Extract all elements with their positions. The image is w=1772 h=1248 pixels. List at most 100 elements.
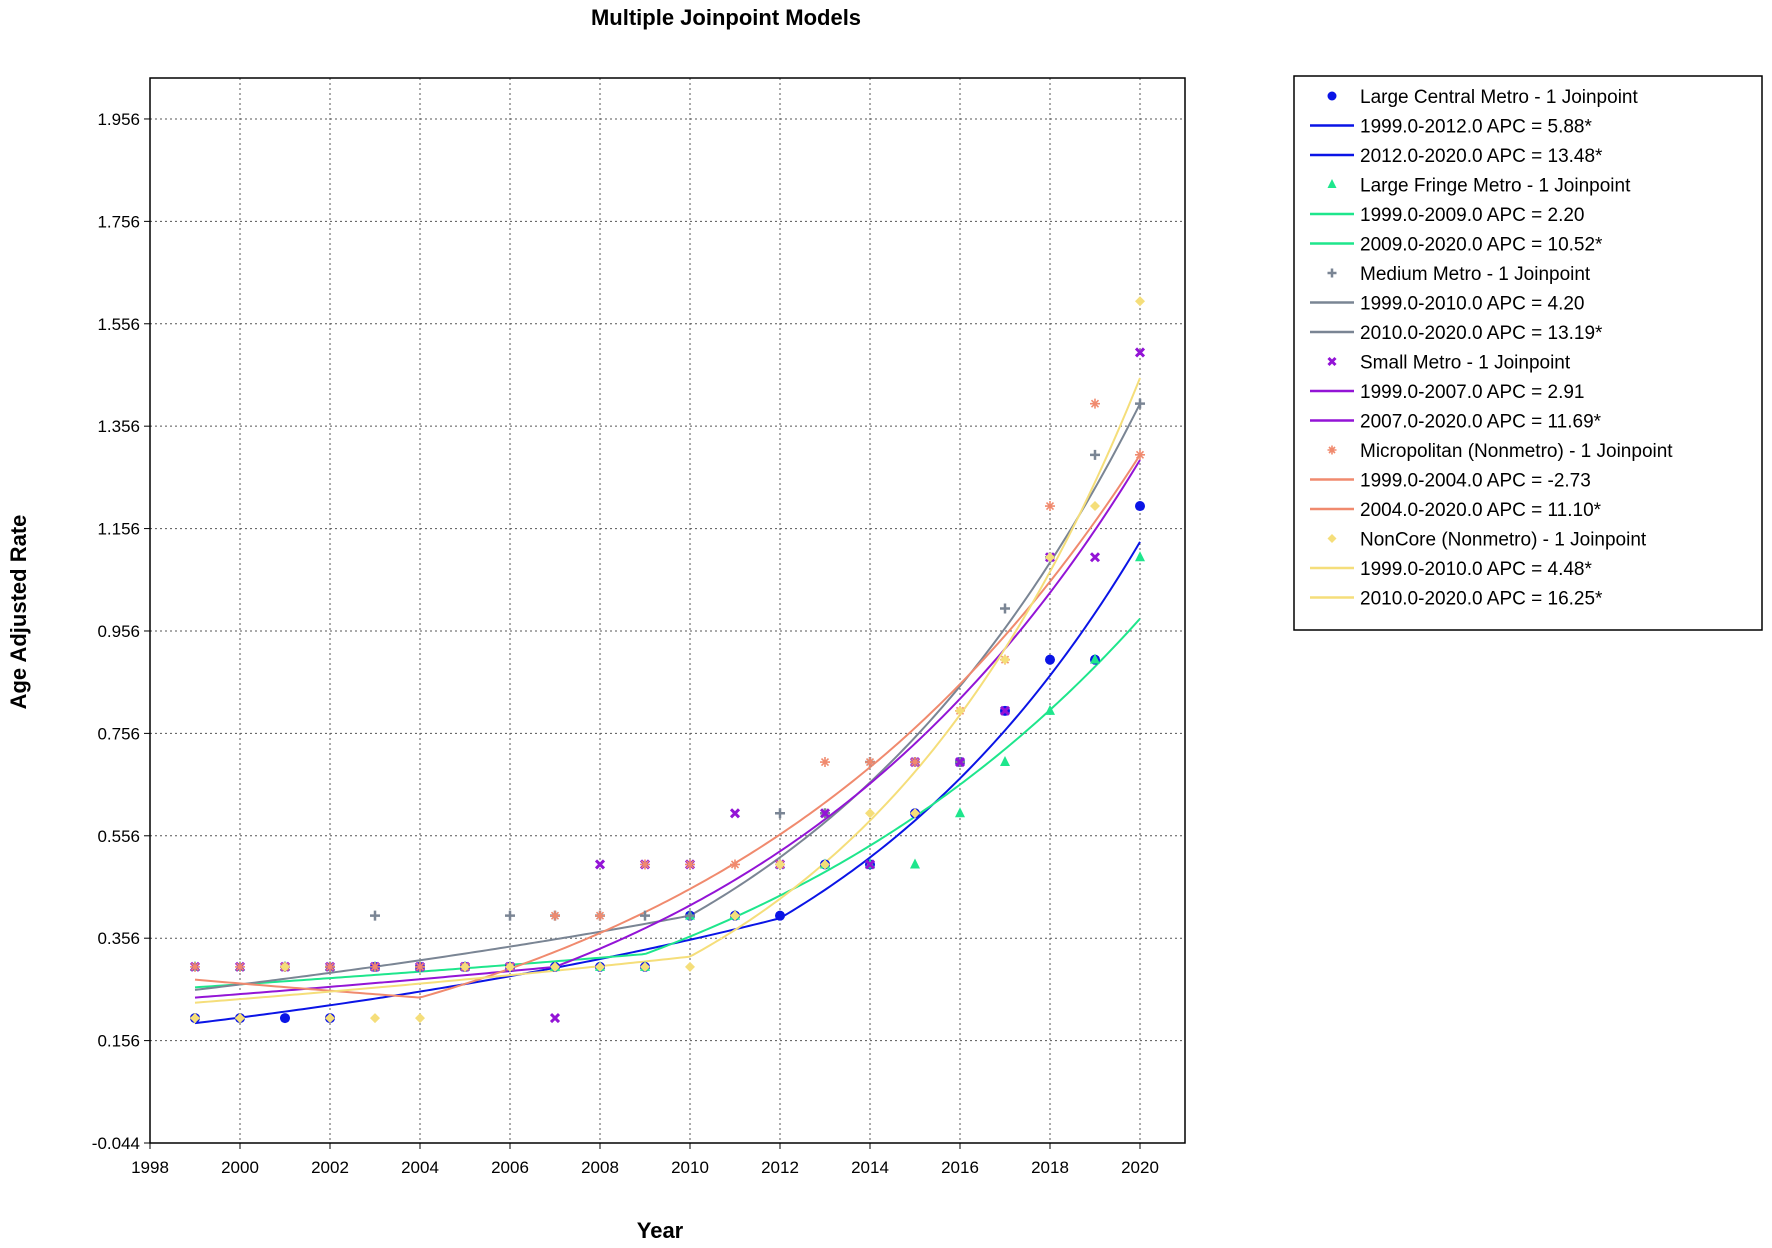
data-point-3 (729, 808, 741, 819)
x-tick-label: 1998 (131, 1158, 169, 1177)
data-point-2 (640, 910, 650, 921)
x-tick-label: 2004 (401, 1158, 439, 1177)
legend-series-label: Medium Metro - 1 Joinpoint (1360, 264, 1591, 285)
data-point-1 (1045, 704, 1055, 715)
legend-segment-label: 2009.0-2020.0 APC = 10.52* (1360, 235, 1603, 256)
legend-segment-label: 2004.0-2020.0 APC = 11.10* (1360, 500, 1602, 521)
fit-line-5 (194, 377, 1141, 1004)
y-tick-label: 0.356 (97, 929, 140, 948)
data-point-1 (955, 807, 965, 818)
data-point-1 (910, 858, 920, 869)
data-point-3 (549, 1013, 561, 1024)
data-point-4 (820, 757, 830, 768)
legend-box (1293, 75, 1763, 631)
data-point-5 (955, 705, 965, 716)
data-point-3 (864, 859, 876, 870)
data-point-4 (415, 961, 425, 972)
y-tick-label: 1.356 (97, 417, 140, 436)
fit-line-1 (194, 618, 1141, 989)
legend-segment-label: 1999.0-2012.0 APC = 5.88* (1360, 117, 1592, 138)
y-tick-label: 1.956 (97, 110, 140, 129)
data-point-1 (1090, 653, 1100, 664)
legend-segment-label: 2010.0-2020.0 APC = 13.19* (1360, 323, 1603, 344)
x-tick-label: 2000 (221, 1158, 259, 1177)
legend-segment-label: 1999.0-2007.0 APC = 2.91 (1360, 382, 1584, 403)
data-point-4 (730, 859, 740, 870)
fit-line-4 (194, 454, 1141, 999)
legend-marker-4 (1327, 445, 1337, 455)
data-point-2 (1135, 398, 1145, 409)
data-point-5 (640, 961, 650, 972)
legend-segment-label: 1999.0-2004.0 APC = -2.73 (1360, 471, 1591, 492)
data-point-5 (685, 961, 695, 972)
data-point-0 (1045, 654, 1055, 665)
legend-marker-0 (1327, 91, 1337, 101)
data-point-3 (594, 859, 606, 870)
data-point-4 (235, 961, 245, 972)
x-axis-title: Year (637, 1218, 684, 1243)
legend-marker-2 (1327, 268, 1337, 278)
legend-segment-label: 2010.0-2020.0 APC = 16.25* (1360, 589, 1603, 610)
x-tick-label: 2012 (761, 1158, 799, 1177)
data-point-2 (775, 808, 785, 819)
legend-segment-label: 2012.0-2020.0 APC = 13.48* (1360, 146, 1603, 167)
fit-line-0 (194, 541, 1141, 1025)
data-point-5 (1090, 501, 1100, 512)
legend-marker-3 (1327, 356, 1337, 367)
legend-series-label: Large Central Metro - 1 Joinpoint (1360, 87, 1638, 108)
legend-series-label: Small Metro - 1 Joinpoint (1360, 353, 1571, 374)
legend-series-label: NonCore (Nonmetro) - 1 Joinpoint (1360, 530, 1647, 551)
data-point-4 (865, 757, 875, 768)
data-point-4 (190, 961, 200, 972)
data-point-5 (730, 910, 740, 921)
data-point-5 (550, 961, 560, 972)
data-point-5 (820, 859, 830, 870)
x-tick-label: 2020 (1121, 1158, 1159, 1177)
data-point-4 (370, 961, 380, 972)
data-point-0 (775, 910, 785, 921)
data-point-4 (640, 859, 650, 870)
x-tick-label: 2016 (941, 1158, 979, 1177)
x-tick-label: 2010 (671, 1158, 709, 1177)
data-point-5 (1000, 654, 1010, 665)
data-point-4 (595, 910, 605, 921)
data-point-2 (370, 910, 380, 921)
data-point-3 (1134, 347, 1146, 358)
data-points (189, 296, 1146, 1024)
data-point-4 (685, 859, 695, 870)
data-point-1 (1135, 551, 1145, 562)
data-point-5 (415, 1013, 425, 1024)
data-point-5 (775, 859, 785, 870)
data-point-1 (1000, 756, 1010, 767)
y-tick-label: 0.556 (97, 827, 140, 846)
data-point-5 (280, 961, 290, 972)
data-point-0 (1135, 501, 1145, 512)
data-point-0 (280, 1013, 290, 1024)
y-tick-label: 1.156 (97, 520, 140, 539)
chart-title: Multiple Joinpoint Models (591, 5, 861, 30)
axes: 1998 2000 2002 2004 2006 2008 2010 2012 2014 2016… (92, 77, 1186, 1177)
data-point-3 (954, 756, 966, 768)
x-tick-label: 2002 (311, 1158, 349, 1177)
data-point-5 (460, 961, 470, 972)
data-point-5 (910, 808, 920, 819)
data-point-2 (1090, 449, 1100, 460)
data-point-5 (505, 961, 515, 972)
legend-segment-label: 1999.0-2009.0 APC = 2.20 (1360, 205, 1584, 226)
fit-line-3 (194, 459, 1141, 999)
grid-lines (150, 78, 1185, 1143)
fit-line-2 (194, 403, 1141, 991)
data-point-5 (325, 1013, 335, 1024)
y-tick-label: 0.156 (97, 1032, 140, 1051)
data-point-5 (865, 808, 875, 819)
y-tick-label: -0.044 (92, 1134, 140, 1153)
legend-marker-5 (1327, 534, 1337, 543)
data-point-5 (595, 961, 605, 972)
data-point-5 (235, 1013, 245, 1024)
legend: Large Central Metro - 1 Joinpoint 1999.0-… (1293, 75, 1763, 631)
legend-series-label: Large Fringe Metro - 1 Joinpoint (1360, 176, 1631, 197)
data-point-4 (1090, 398, 1100, 409)
legend-segment-label: 1999.0-2010.0 APC = 4.20 (1360, 294, 1584, 315)
legend-segment-label: 2007.0-2020.0 APC = 11.69* (1360, 412, 1602, 433)
x-tick-label: 2014 (851, 1158, 889, 1177)
